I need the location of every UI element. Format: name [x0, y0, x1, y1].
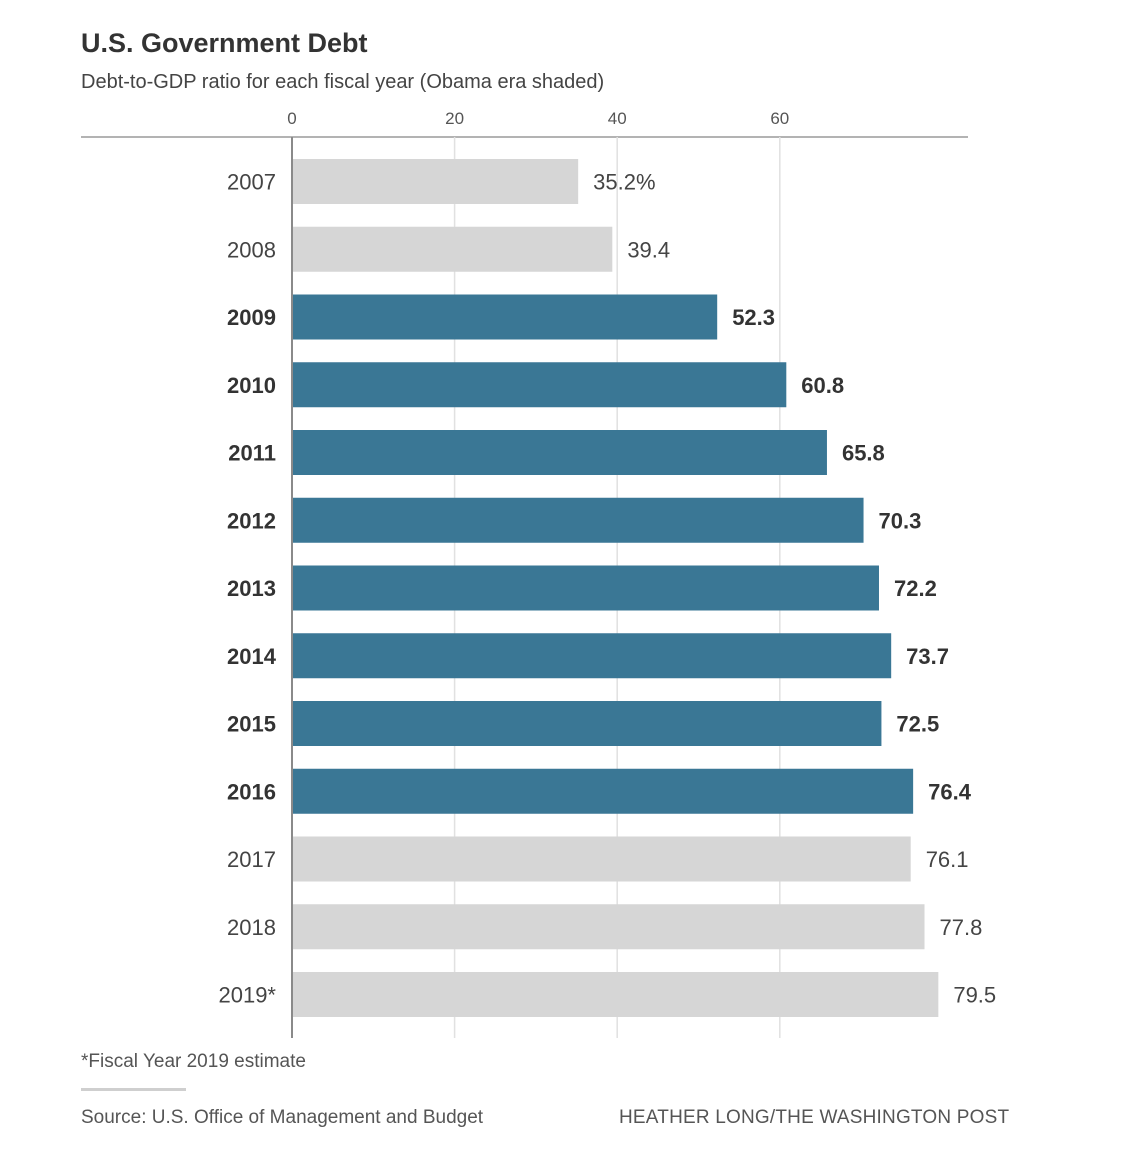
- x-tick-label-0: 0: [287, 109, 296, 128]
- source-note: Source: U.S. Office of Management and Bu…: [81, 1107, 484, 1128]
- value-label-2011: 65.8: [842, 441, 885, 466]
- bar-2009: [292, 294, 718, 340]
- value-label-2017: 76.1: [926, 847, 969, 872]
- year-label-2014: 2014: [227, 644, 277, 669]
- year-label-2017: 2017: [227, 847, 276, 872]
- year-label-2009: 2009: [227, 305, 276, 330]
- bar-2019: [292, 972, 939, 1017]
- bar-chart: 0 20 40 60 2007 35.2% 2008 39.4 2009 52.3 2010 60.8…: [81, 109, 996, 1038]
- value-label-2016: 76.4: [928, 779, 972, 804]
- bar-2008: [292, 226, 613, 272]
- year-label-2019: 2019*: [218, 983, 276, 1008]
- footnote-divider: [81, 1088, 186, 1091]
- year-label-2015: 2015: [227, 712, 276, 737]
- bar-2010: [292, 362, 787, 408]
- bar-2018: [292, 904, 925, 950]
- value-label-2018: 77.8: [940, 915, 983, 940]
- year-label-2012: 2012: [227, 508, 276, 533]
- value-label-2019: 79.5: [953, 983, 996, 1008]
- value-label-2007: 35.2%: [593, 170, 655, 195]
- year-label-2018: 2018: [227, 915, 276, 940]
- bar-2012: [292, 497, 864, 543]
- chart-title: U.S. Government Debt: [81, 28, 368, 58]
- value-label-2012: 70.3: [879, 508, 922, 533]
- bar-2013: [292, 565, 879, 611]
- chart-subtitle: Debt-to-GDP ratio for each fiscal year (…: [81, 71, 605, 93]
- x-tick-label-60: 60: [770, 109, 789, 128]
- bar-2016: [292, 768, 914, 814]
- value-label-2015: 72.5: [896, 712, 939, 737]
- bar-2014: [292, 633, 892, 679]
- x-tick-label-20: 20: [445, 109, 464, 128]
- value-label-2014: 73.7: [906, 644, 949, 669]
- year-label-2007: 2007: [227, 170, 276, 195]
- year-label-2016: 2016: [227, 779, 276, 804]
- value-label-2010: 60.8: [801, 373, 844, 398]
- year-label-2011: 2011: [228, 441, 276, 466]
- bar-2011: [292, 430, 827, 475]
- footnote: *Fiscal Year 2019 estimate: [81, 1051, 306, 1072]
- value-label-2008: 39.4: [627, 237, 670, 262]
- bar-2007: [292, 159, 579, 204]
- year-label-2013: 2013: [227, 576, 276, 601]
- bar-2015: [292, 701, 882, 746]
- credit-note: HEATHER LONG/THE WASHINGTON POST: [619, 1107, 1010, 1128]
- value-label-2013: 72.2: [894, 576, 937, 601]
- x-tick-label-40: 40: [608, 109, 627, 128]
- value-label-2009: 52.3: [732, 305, 775, 330]
- year-label-2008: 2008: [227, 237, 276, 262]
- year-label-2010: 2010: [227, 373, 276, 398]
- bar-2017: [292, 836, 911, 882]
